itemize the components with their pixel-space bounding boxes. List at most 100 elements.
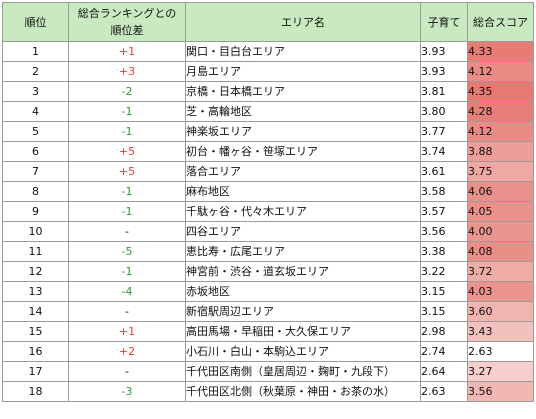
table-row: 9 -1 千駄ヶ谷・代々木エリア 3.57 4.05 [2, 201, 534, 222]
rank-cell: 17 [2, 361, 69, 382]
childcare-score-cell: 2.63 [420, 381, 468, 402]
rank-cell: 15 [2, 321, 69, 342]
rank-cell: 9 [2, 201, 69, 222]
area-name-cell: 千代田区南側（皇居周辺・麹町・九段下） [185, 361, 421, 382]
childcare-score-cell: 3.38 [420, 241, 468, 262]
total-score-cell: 4.12 [467, 121, 534, 142]
area-name-cell: 神楽坂エリア [185, 121, 421, 142]
childcare-score-cell: 2.64 [420, 361, 468, 382]
area-name-cell: 麻布地区 [185, 181, 421, 202]
header-rank-diff: 総合ランキングとの 順位差 [68, 2, 186, 42]
area-name-cell: 初台・幡ヶ谷・笹塚エリア [185, 141, 421, 162]
rank-cell: 2 [2, 61, 69, 82]
childcare-score-cell: 3.93 [420, 61, 468, 82]
rank-diff-cell: -1 [68, 261, 186, 282]
childcare-score-cell: 3.57 [420, 201, 468, 222]
rank-cell: 1 [2, 41, 69, 62]
rank-cell: 16 [2, 341, 69, 362]
rank-diff-cell: +2 [68, 341, 186, 362]
total-score-cell: 4.06 [467, 181, 534, 202]
total-score-cell: 4.35 [467, 81, 534, 102]
total-score-cell: 4.33 [467, 41, 534, 62]
total-score-cell: 4.28 [467, 101, 534, 122]
rank-diff-cell: -1 [68, 101, 186, 122]
header-rank-diff-line1: 総合ランキングとの [77, 7, 177, 20]
childcare-score-cell: 3.56 [420, 221, 468, 242]
childcare-score-cell: 3.77 [420, 121, 468, 142]
table-row: 5 -1 神楽坂エリア 3.77 4.12 [2, 121, 534, 142]
header-area-name: エリア名 [185, 2, 421, 42]
table-row: 2 +3 月島エリア 3.93 4.12 [2, 61, 534, 82]
table-row: 3 -2 京橋・日本橋エリア 3.81 4.35 [2, 81, 534, 102]
childcare-score-cell: 2.74 [420, 341, 468, 362]
rank-diff-cell: -4 [68, 281, 186, 302]
table-row: 10- 四谷エリア 3.56 4.00 [2, 221, 534, 242]
rank-diff-cell: -1 [68, 201, 186, 222]
table-row: 6 +5 初台・幡ヶ谷・笹塚エリア 3.74 3.88 [2, 141, 534, 162]
total-score-cell: 3.88 [467, 141, 534, 162]
total-score-cell: 3.27 [467, 361, 534, 382]
childcare-score-cell: 3.80 [420, 101, 468, 122]
childcare-score-cell: 3.22 [420, 261, 468, 282]
childcare-score-cell: 3.15 [420, 281, 468, 302]
table-row: 4 -1 芝・高輪地区 3.80 4.28 [2, 101, 534, 122]
rank-cell: 13 [2, 281, 69, 302]
total-score-cell: 3.72 [467, 261, 534, 282]
rank-diff-cell: -3 [68, 381, 186, 402]
header-rank: 順位 [2, 2, 69, 42]
childcare-score-cell: 3.81 [420, 81, 468, 102]
area-name-cell: 芝・高輪地区 [185, 101, 421, 122]
area-name-cell: 神宮前・渋谷・道玄坂エリア [185, 261, 421, 282]
area-name-cell: 恵比寿・広尾エリア [185, 241, 421, 262]
table-row: 13 -4 赤坂地区 3.15 4.03 [2, 281, 534, 302]
total-score-cell: 3.60 [467, 301, 534, 322]
rank-diff-cell: -2 [68, 81, 186, 102]
rank-cell: 6 [2, 141, 69, 162]
table-row: 16 +2 小石川・白山・本駒込エリア 2.74 2.63 [2, 341, 534, 362]
table-row: 8 -1 麻布地区 3.58 4.06 [2, 181, 534, 202]
total-score-cell: 3.43 [467, 321, 534, 342]
area-name-cell: 高田馬場・早稲田・大久保エリア [185, 321, 421, 342]
table-row: 17- 千代田区南側（皇居周辺・麹町・九段下） 2.64 3.27 [2, 361, 534, 382]
total-score-cell: 4.00 [467, 221, 534, 242]
rank-cell: 4 [2, 101, 69, 122]
childcare-score-cell: 3.58 [420, 181, 468, 202]
rank-cell: 18 [2, 381, 69, 402]
rank-cell: 5 [2, 121, 69, 142]
area-name-cell: 千駄ヶ谷・代々木エリア [185, 201, 421, 222]
total-score-cell: 4.05 [467, 201, 534, 222]
rank-diff-cell: +5 [68, 161, 186, 182]
area-name-cell: 小石川・白山・本駒込エリア [185, 341, 421, 362]
total-score-cell: 2.63 [467, 341, 534, 362]
childcare-score-cell: 3.74 [420, 141, 468, 162]
rank-cell: 7 [2, 161, 69, 182]
table-row: 12 -1 神宮前・渋谷・道玄坂エリア 3.22 3.72 [2, 261, 534, 282]
rank-diff-cell: -1 [68, 181, 186, 202]
area-name-cell: 四谷エリア [185, 221, 421, 242]
rank-diff-cell: - [68, 301, 186, 322]
ranking-table: 順位 総合ランキングとの 順位差 エリア名 子育て 総合スコア 1 +1 関口・目白… [2, 2, 534, 402]
area-name-cell: 落合エリア [185, 161, 421, 182]
area-name-cell: 新宿駅周辺エリア [185, 301, 421, 322]
area-name-cell: 千代田区北側（秋葉原・神田・お茶の水） [185, 381, 421, 402]
childcare-score-cell: 2.98 [420, 321, 468, 342]
header-total-score: 総合スコア [467, 2, 534, 42]
rank-diff-cell: -5 [68, 241, 186, 262]
table-row: 11 -5 恵比寿・広尾エリア 3.38 4.08 [2, 241, 534, 262]
rank-cell: 8 [2, 181, 69, 202]
rank-diff-cell: +1 [68, 321, 186, 342]
childcare-score-cell: 3.61 [420, 161, 468, 182]
header-row: 順位 総合ランキングとの 順位差 エリア名 子育て 総合スコア [2, 2, 534, 42]
rank-cell: 14 [2, 301, 69, 322]
table-row: 1 +1 関口・目白台エリア 3.93 4.33 [2, 41, 534, 62]
area-name-cell: 京橋・日本橋エリア [185, 81, 421, 102]
rank-diff-cell: +3 [68, 61, 186, 82]
table-row: 14- 新宿駅周辺エリア 3.15 3.60 [2, 301, 534, 322]
rank-diff-cell: +1 [68, 41, 186, 62]
area-name-cell: 赤坂地区 [185, 281, 421, 302]
table-row: 15 +1 高田馬場・早稲田・大久保エリア 2.98 3.43 [2, 321, 534, 342]
childcare-score-cell: 3.15 [420, 301, 468, 322]
area-name-cell: 関口・目白台エリア [185, 41, 421, 62]
header-childcare: 子育て [420, 2, 468, 42]
total-score-cell: 4.12 [467, 61, 534, 82]
